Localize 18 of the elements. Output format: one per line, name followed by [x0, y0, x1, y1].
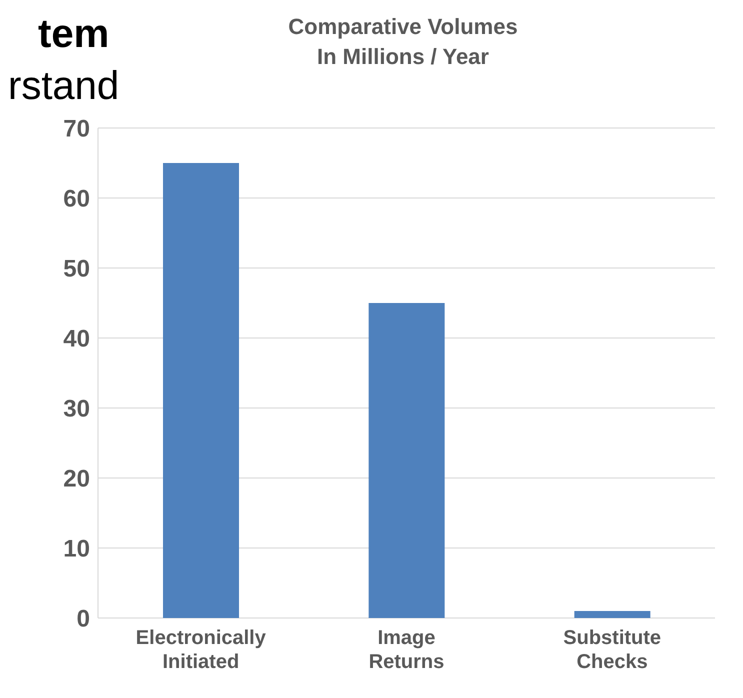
y-tick-label: 40: [63, 326, 90, 353]
x-tick-label: Substitute Checks: [563, 627, 662, 673]
y-tick-label: 60: [63, 186, 90, 213]
x-tick-label: Image Returns: [368, 627, 444, 673]
bar: [163, 163, 239, 618]
y-tick-label: 20: [63, 466, 90, 493]
chart-title: Comparative Volumes: [287, 13, 519, 41]
y-tick-label: 70: [63, 116, 90, 143]
text: rstand: [8, 63, 120, 110]
bar: [574, 611, 650, 618]
text: tem: [37, 11, 110, 58]
y-tick-label: 50: [63, 256, 90, 283]
y-tick-label: 30: [63, 396, 90, 423]
chart-subtitle: In Millions / Year: [316, 43, 490, 71]
y-tick-label: 10: [63, 536, 90, 563]
x-tick-label: Electronically Initiated: [136, 627, 267, 673]
y-tick-label: 0: [76, 606, 90, 633]
bar: [368, 303, 445, 618]
